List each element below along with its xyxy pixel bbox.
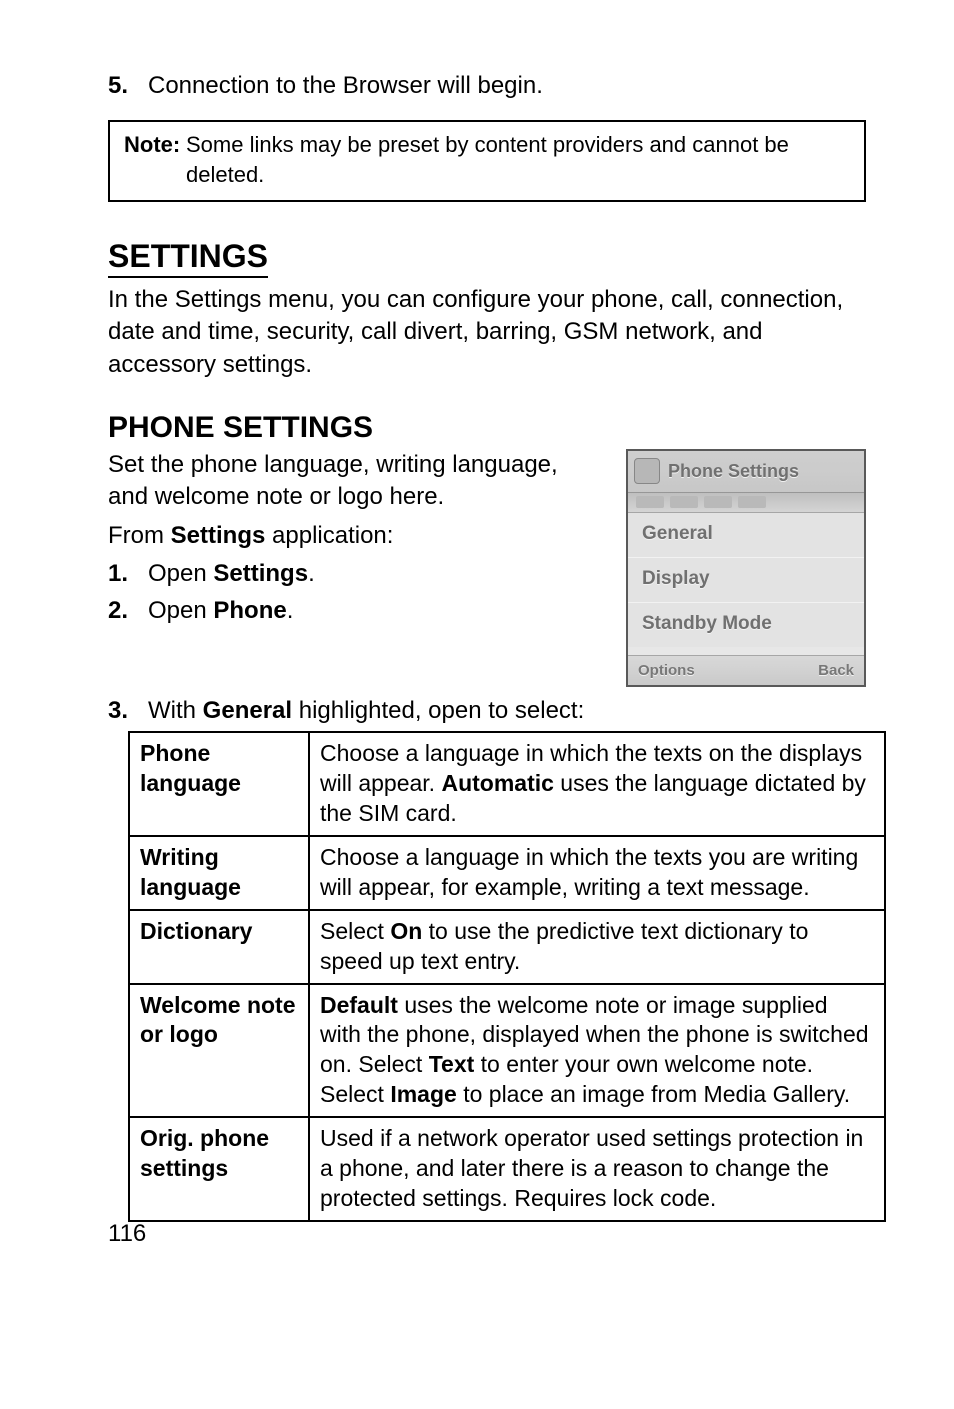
step-2-number: 2. bbox=[108, 595, 148, 627]
table-row: DictionarySelect On to use the predictiv… bbox=[129, 910, 885, 984]
table-row-value: Default uses the welcome note or image s… bbox=[309, 984, 885, 1118]
settings-paragraph: In the Settings menu, you can configure … bbox=[108, 284, 866, 381]
heading-settings: SETTINGS bbox=[108, 238, 268, 278]
screenshot-menu-item: Standby Mode bbox=[628, 602, 864, 647]
step-1-text: Open Settings. bbox=[148, 558, 600, 590]
step-5: 5. Connection to the Browser will begin. bbox=[108, 70, 866, 102]
step-5-text: Connection to the Browser will begin. bbox=[148, 70, 866, 102]
screenshot-title: Phone Settings bbox=[668, 461, 799, 482]
screenshot-softkey-right: Back bbox=[818, 662, 854, 679]
from-settings-line: From Settings application: bbox=[108, 520, 600, 552]
table-row: Phone languageChoose a language in which… bbox=[129, 732, 885, 836]
step-3-text: With General highlighted, open to select… bbox=[148, 695, 866, 727]
step-2: 2.Open Phone. bbox=[108, 595, 600, 627]
table-row-value: Choose a language in which the texts you… bbox=[309, 836, 885, 910]
step-2-text: Open Phone. bbox=[148, 595, 600, 627]
screenshot-titlebar: Phone Settings bbox=[628, 451, 864, 493]
table-row: Welcome note or logoDefault uses the wel… bbox=[129, 984, 885, 1118]
page-number: 116 bbox=[108, 1220, 146, 1248]
screenshot-menu-item: Display bbox=[628, 557, 864, 602]
table-row: Writing languageChoose a language in whi… bbox=[129, 836, 885, 910]
step-1-number: 1. bbox=[108, 558, 148, 590]
note-label: Note: bbox=[124, 130, 186, 189]
step-3: 3. With General highlighted, open to sel… bbox=[108, 695, 866, 727]
screenshot-softkey-left: Options bbox=[638, 662, 695, 679]
table-row-value: Used if a network operator used settings… bbox=[309, 1117, 885, 1221]
step-1: 1.Open Settings. bbox=[108, 558, 600, 590]
table-row-key: Phone language bbox=[129, 732, 309, 836]
table-row: Orig. phone settingsUsed if a network op… bbox=[129, 1117, 885, 1221]
phone-screenshot: Phone Settings GeneralDisplayStandby Mod… bbox=[626, 449, 866, 687]
screenshot-softkeys: Options Back bbox=[628, 655, 864, 685]
table-row-value: Select On to use the predictive text dic… bbox=[309, 910, 885, 984]
screenshot-app-icon bbox=[634, 458, 660, 484]
table-row-key: Welcome note or logo bbox=[129, 984, 309, 1118]
note-text: Some links may be preset by content prov… bbox=[186, 130, 850, 189]
step-3-number: 3. bbox=[108, 695, 148, 727]
general-settings-table: Phone languageChoose a language in which… bbox=[128, 731, 886, 1221]
heading-phone-settings: PHONE SETTINGS bbox=[108, 411, 866, 445]
table-row-key: Dictionary bbox=[129, 910, 309, 984]
phone-settings-paragraph: Set the phone language, writing language… bbox=[108, 449, 600, 514]
step-5-number: 5. bbox=[108, 70, 148, 102]
screenshot-menu-item: General bbox=[628, 513, 864, 557]
table-row-value: Choose a language in which the texts on … bbox=[309, 732, 885, 836]
table-row-key: Orig. phone settings bbox=[129, 1117, 309, 1221]
table-row-key: Writing language bbox=[129, 836, 309, 910]
screenshot-tabbar bbox=[628, 493, 864, 513]
note-box: Note: Some links may be preset by conten… bbox=[108, 120, 866, 201]
